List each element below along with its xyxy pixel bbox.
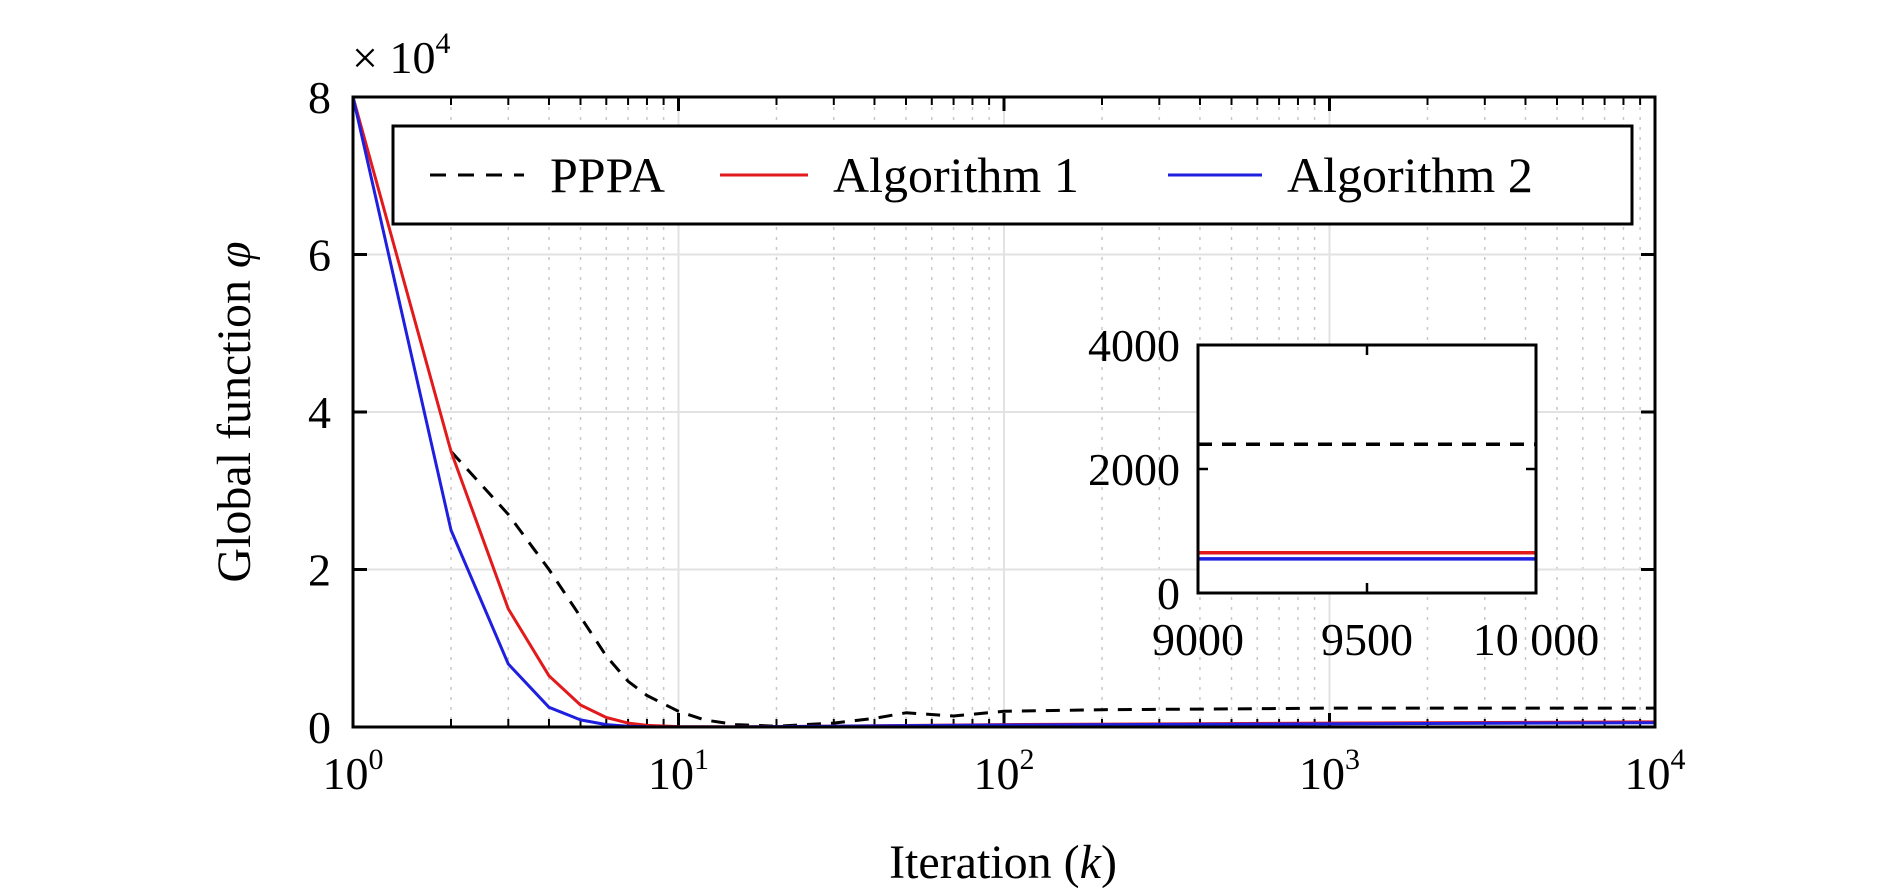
legend-label-algorithm-1: Algorithm 1 <box>833 147 1079 203</box>
legend: PPPA Algorithm 1 Algorithm 2 <box>391 124 1634 226</box>
legend-label-pppa: PPPA <box>550 147 665 203</box>
inset-series <box>1198 442 1536 561</box>
inset-background <box>1198 345 1536 593</box>
series-line-pppa <box>449 450 1655 728</box>
legend-label-algorithm-2: Algorithm 2 <box>1287 147 1533 203</box>
y-tick-label: 4 <box>308 387 331 438</box>
inset-y-tick-label: 4000 <box>1088 320 1180 371</box>
x-tick-label: 102 <box>974 743 1035 799</box>
inset-x-tick-label: 9500 <box>1321 614 1413 665</box>
inset-x-tick-label: 10 000 <box>1473 614 1600 665</box>
legend-box <box>391 124 1634 226</box>
inset-frame <box>1196 343 1538 595</box>
inset-y-tick-label: 0 <box>1157 568 1180 619</box>
x-tick-label: 104 <box>1625 743 1686 799</box>
inset-y-tick-label: 2000 <box>1088 444 1180 495</box>
main-plot-frame <box>351 95 1657 729</box>
x-tick-label: 100 <box>323 743 384 799</box>
x-tick-label: 101 <box>648 743 709 799</box>
inset-chart: 0 2000 4000 9000 9500 10 000 <box>1088 320 1599 665</box>
inset-tick-labels: 0 2000 4000 9000 9500 10 000 <box>1088 320 1599 665</box>
y-axis-label: Global function φ <box>208 241 261 582</box>
y-tick-label: 6 <box>308 230 331 281</box>
y-tick-label: 0 <box>308 702 331 753</box>
main-tick-labels: 100 101 102 103 104 0 2 4 6 8 <box>308 72 1686 799</box>
x-tick-label: 103 <box>1299 743 1360 799</box>
y-tick-label: 8 <box>308 72 331 123</box>
x-axis-label: Iteration (k) <box>889 836 1117 889</box>
y-tick-label: 2 <box>308 545 331 596</box>
inset-x-tick-label: 9000 <box>1152 614 1244 665</box>
y-multiplier: × 104 <box>352 27 450 83</box>
